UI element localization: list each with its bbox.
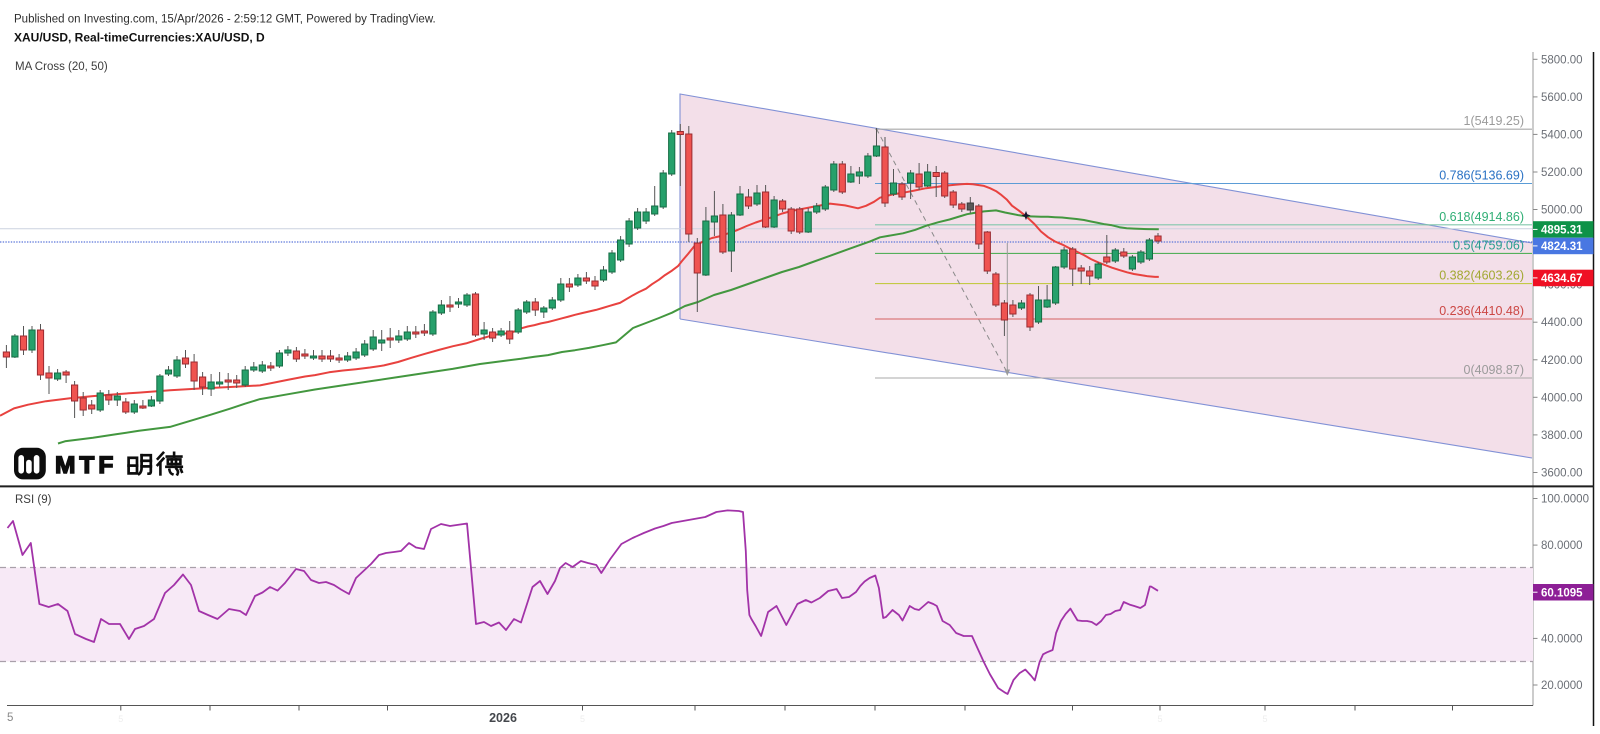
svg-text:RSI (9): RSI (9) (15, 494, 52, 506)
svg-text:5800.00: 5800.00 (1541, 54, 1583, 66)
svg-text:5000.00: 5000.00 (1541, 205, 1583, 217)
svg-text:5: 5 (118, 714, 123, 724)
svg-text:20.0000: 20.0000 (1541, 680, 1583, 692)
svg-text:4824.31: 4824.31 (1541, 241, 1583, 253)
svg-text:5600.00: 5600.00 (1541, 92, 1583, 104)
svg-text:3600.00: 3600.00 (1541, 468, 1583, 480)
svg-text:5400.00: 5400.00 (1541, 129, 1583, 141)
svg-text:5: 5 (580, 714, 585, 724)
svg-text:0.5(4759.06): 0.5(4759.06) (1453, 238, 1524, 252)
svg-text:4400.00: 4400.00 (1541, 317, 1583, 329)
svg-text:4634.67: 4634.67 (1541, 273, 1583, 285)
svg-text:4200.00: 4200.00 (1541, 355, 1583, 367)
svg-text:80.0000: 80.0000 (1541, 540, 1583, 552)
svg-text:4895.31: 4895.31 (1541, 225, 1583, 237)
svg-text:5: 5 (1262, 714, 1267, 724)
svg-text:0.382(4603.26): 0.382(4603.26) (1439, 269, 1524, 283)
svg-text:2026: 2026 (489, 711, 517, 725)
svg-text:XAU/USD, Real-timeCurrencies:X: XAU/USD, Real-timeCurrencies:XAU/USD, D (14, 31, 265, 45)
svg-text:60.1095: 60.1095 (1541, 588, 1583, 600)
svg-text:0.236(4410.48): 0.236(4410.48) (1439, 304, 1524, 318)
svg-text:MA Cross (20, 50): MA Cross (20, 50) (15, 61, 108, 73)
svg-text:0(4098.87): 0(4098.87) (1464, 363, 1524, 377)
svg-text:5: 5 (7, 712, 13, 724)
svg-text:5: 5 (1157, 714, 1162, 724)
svg-text:Published on Investing.com, 15: Published on Investing.com, 15/Apr/2026 … (14, 14, 436, 26)
svg-text:0.786(5136.69): 0.786(5136.69) (1439, 169, 1524, 183)
svg-text:3800.00: 3800.00 (1541, 430, 1583, 442)
svg-text:100.0000: 100.0000 (1541, 494, 1589, 506)
svg-text:MTF: MTF (55, 452, 117, 479)
svg-text:40.0000: 40.0000 (1541, 633, 1583, 645)
svg-text:5200.00: 5200.00 (1541, 167, 1583, 179)
svg-text:0.618(4914.86): 0.618(4914.86) (1439, 210, 1524, 224)
svg-text:1(5419.25): 1(5419.25) (1464, 114, 1524, 128)
svg-text:4000.00: 4000.00 (1541, 392, 1583, 404)
